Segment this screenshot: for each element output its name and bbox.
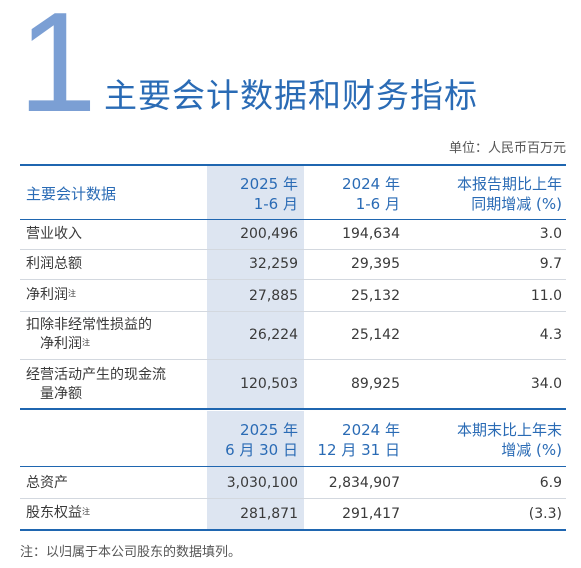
row-value-2024: 29,395 [351,256,400,272]
row-value-2024: 25,132 [351,288,400,304]
row-value-2025: 3,030,100 [226,475,298,491]
row-value-change: 11.0 [530,288,562,304]
header2-col3-line2: 增减 (%) [501,441,562,459]
row-value-change: 3.0 [539,226,562,242]
row-label-line2: 量净额 [40,386,82,402]
section-rule [20,408,566,410]
row-label: 总资产 [26,475,68,491]
header-col2-line2: 1-6 月 [355,195,400,213]
row-value-change: (3.3) [528,506,562,522]
row-label: 利润总额 [26,256,82,272]
header2-col2-line2: 12 月 31 日 [317,441,400,459]
row-label-line2: 净利润注 [40,336,90,352]
row-value-2024: 25,142 [351,327,400,343]
header2-rule [20,466,566,467]
unit-label: 单位：人民币百万元 [448,141,566,156]
note-marker: 注 [82,338,90,347]
header2-col1-line2: 6 月 30 日 [225,441,298,459]
header2-col2-line1: 2024 年 [342,421,400,439]
row-value-2025: 200,496 [240,226,298,242]
header-col1-line2: 1-6 月 [253,195,298,213]
row-value-2025: 27,885 [249,288,298,304]
section-number: 1 [18,0,97,142]
row-value-change: 4.3 [539,327,562,343]
header2-col1-line1: 2025 年 [240,421,298,439]
header-col3-line2: 同期增减 (%) [471,195,562,213]
row-value-2024: 2,834,907 [328,475,400,491]
row-value-change: 6.9 [539,475,562,491]
row-value-2025: 26,224 [249,327,298,343]
row-value-change: 34.0 [530,376,562,392]
row-divider [20,279,566,280]
note-marker: 注 [68,289,76,298]
footnote: 注：以归属于本公司股东的数据填列。 [20,545,242,560]
header-col3-line1: 本报告期比上年 [456,175,562,193]
row-label: 股东权益注 [26,505,90,521]
row-label: 营业收入 [26,226,82,242]
note-marker: 注 [82,507,90,516]
header-col1-line1: 2025 年 [240,175,298,193]
row-value-2025: 281,871 [240,506,298,522]
table-bottom-rule [20,529,566,531]
row-divider [20,249,566,250]
row-label: 净利润注 [26,287,76,303]
header2-col3-line1: 本期末比上年末 [456,421,562,439]
page-title: 主要会计数据和财务指标 [104,76,478,115]
row-value-2024: 89,925 [351,376,400,392]
row-value-2025: 120,503 [240,376,298,392]
row-divider [20,359,566,360]
row-label-line1: 经营活动产生的现金流 [26,367,166,383]
header-col2-line1: 2024 年 [342,175,400,193]
row-value-change: 9.7 [539,256,562,272]
row-value-2024: 194,634 [342,226,400,242]
row-label-line1: 扣除非经常性损益的 [26,317,152,333]
highlight-column-2025-end [207,411,304,530]
row-value-2025: 32,259 [249,256,298,272]
row-divider [20,498,566,499]
highlight-column-2025-h1 [207,166,304,408]
row-divider [20,311,566,312]
table-top-rule [20,164,566,166]
row-value-2024: 291,417 [342,506,400,522]
header-rule [20,219,566,220]
header-label: 主要会计数据 [26,185,117,203]
